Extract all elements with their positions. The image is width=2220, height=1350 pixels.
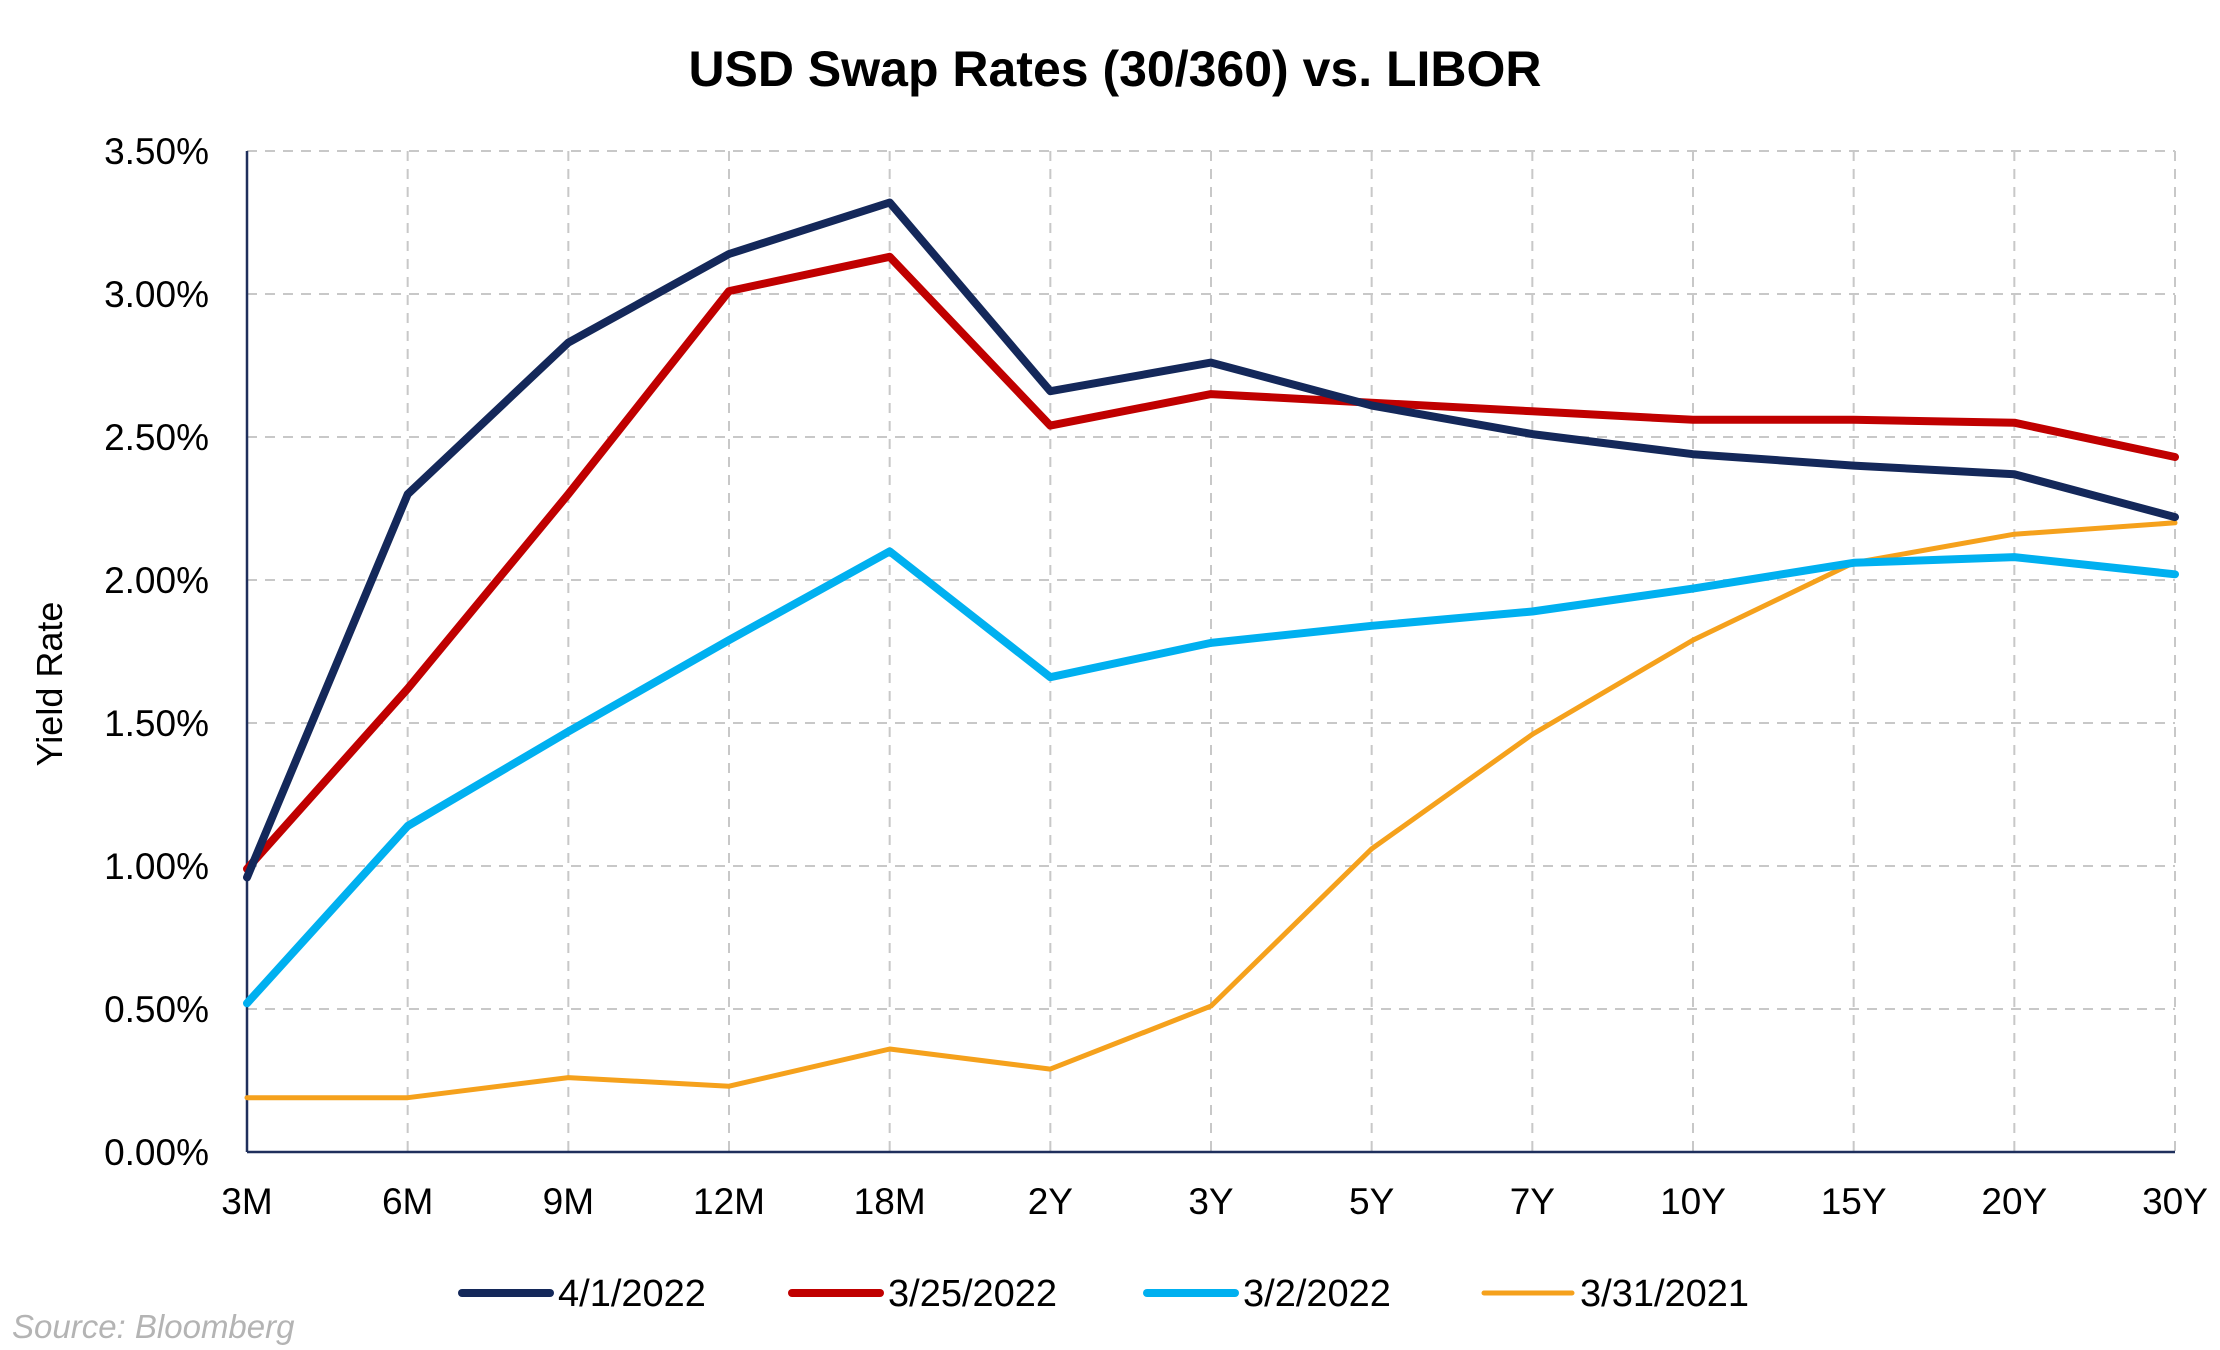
legend: 4/1/2022 3/25/2022 3/2/2022 3/31/2021	[458, 1273, 1749, 1315]
series-group	[243, 198, 2179, 1101]
axes	[245, 151, 2175, 1154]
x-axis-ticks: 3M 6M 9M 12M 18M 2Y 3Y 5Y 7Y 10Y 15Y 20Y 30Y	[221, 1181, 2208, 1222]
x-tick-label: 10Y	[1660, 1181, 1726, 1222]
x-tick-label: 18M	[854, 1181, 926, 1222]
series-line-3-25-2022	[243, 252, 2179, 873]
x-tick-label: 7Y	[1510, 1181, 1555, 1222]
y-tick-label: 3.50%	[104, 131, 209, 172]
x-tick-label: 3Y	[1188, 1181, 1233, 1222]
legend-label: 3/25/2022	[888, 1273, 1057, 1315]
x-tick-label: 20Y	[1981, 1181, 2047, 1222]
x-tick-label: 9M	[543, 1181, 594, 1222]
x-tick-label: 6M	[382, 1181, 433, 1222]
grid	[247, 150, 2176, 1152]
x-tick-label: 2Y	[1028, 1181, 1073, 1222]
y-tick-label: 1.00%	[104, 846, 209, 887]
x-tick-label: 30Y	[2142, 1181, 2208, 1222]
legend-label: 3/2/2022	[1243, 1273, 1391, 1315]
y-tick-label: 3.00%	[104, 274, 209, 315]
y-tick-label: 0.00%	[104, 1132, 209, 1173]
series-line-3-2-2022	[243, 547, 2179, 1008]
x-tick-label: 5Y	[1349, 1181, 1394, 1222]
x-tick-label: 15Y	[1821, 1181, 1887, 1222]
y-axis-ticks: 0.00% 0.50% 1.00% 1.50% 2.00% 2.50% 3.00% 3.50%	[104, 131, 209, 1173]
y-tick-label: 1.50%	[104, 703, 209, 744]
y-axis-title: Yield Rate	[29, 602, 70, 767]
source-note: Source: Bloomberg	[12, 1308, 295, 1345]
legend-label: 3/31/2021	[1580, 1273, 1749, 1315]
y-tick-label: 2.00%	[104, 560, 209, 601]
y-tick-label: 0.50%	[104, 989, 209, 1030]
x-tick-label: 3M	[221, 1181, 272, 1222]
legend-label: 4/1/2022	[558, 1273, 706, 1315]
x-tick-label: 12M	[693, 1181, 765, 1222]
y-tick-label: 2.50%	[104, 417, 209, 458]
series-line-4-1-2022	[243, 198, 2179, 882]
chart-title: USD Swap Rates (30/360) vs. LIBOR	[688, 41, 1541, 97]
